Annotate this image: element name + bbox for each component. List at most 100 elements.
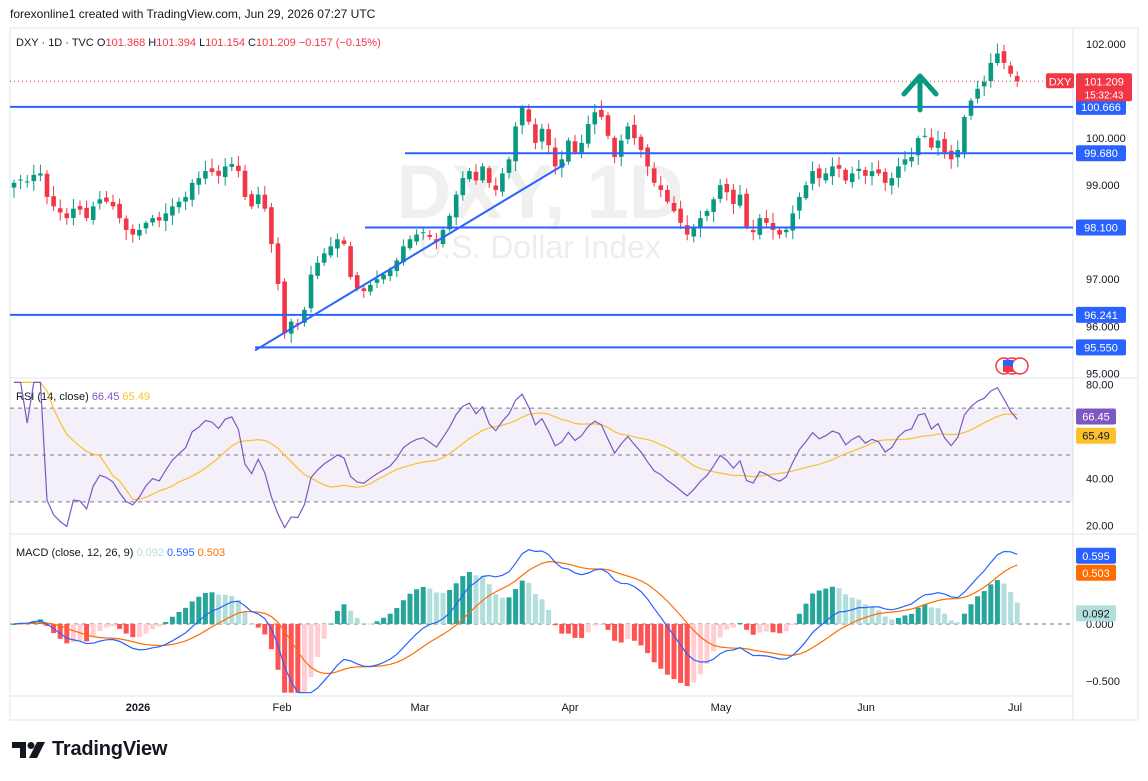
macd-histogram-bar [156,623,162,627]
us-flag-icon [1003,366,1013,372]
candle-body [638,136,644,150]
candle-body [341,240,347,244]
economic-event-icon[interactable] [1011,357,1029,375]
rsi-line [14,381,1018,529]
candle-body [1008,65,1013,74]
macd-histogram-bar [836,588,842,624]
candle-body [863,170,868,176]
candle-body [387,269,393,277]
us-flag-icon [1003,360,1013,366]
candle-body [849,173,855,183]
macd-histogram-bar [249,623,255,625]
candle-body [249,194,254,207]
candle-body [658,185,664,190]
candle-body [110,201,116,207]
candle-body [645,147,650,167]
macd-histogram-bar [994,580,1000,624]
macd-histogram-bar [961,613,967,624]
candle-body [183,196,188,202]
macd-histogram-bar [1014,602,1020,624]
macd-histogram-bar [301,623,307,693]
candle-body [988,62,994,82]
macd-histogram-bar [255,623,261,628]
price-tick-label: 95.000 [1086,368,1120,380]
macd-histogram-bar [407,593,413,624]
macd-legend: MACD (close, 12, 26, 9) 0.092 0.595 0.50… [16,547,225,559]
macd-histogram-bar [189,601,195,624]
candle-body [612,137,617,157]
candle-body [163,213,169,221]
candle-body [691,227,697,237]
candle-body [935,140,941,148]
rsi-value-label: 66.45 [1082,411,1110,423]
candle-body [968,100,974,116]
candle-body [170,206,175,216]
macd-histogram-bar [196,596,202,624]
time-tick-label: 2026 [126,702,150,714]
tradingview-wordmark: TradingView [52,738,168,760]
candle-body [24,181,30,183]
candle-body [64,213,70,219]
candle-body [123,218,129,230]
macd-histogram-bar [37,619,43,624]
candle-body [770,223,776,230]
macd-histogram-bar [216,594,222,624]
time-tick-label: Jul [1008,702,1022,714]
macd-histogram-bar [579,623,585,638]
uptrend-line[interactable] [254,163,566,352]
candle-body [381,274,386,280]
candle-body [18,179,23,181]
candle-body [506,159,512,173]
candle-body [651,168,657,183]
candle-body [236,165,241,172]
candle-body [790,213,796,231]
candle-body [38,173,43,176]
candle-body [11,182,17,188]
macd-histogram-bar [321,623,327,639]
candle-body [929,137,934,148]
macd-histogram-bar [282,623,288,693]
price-tick-label: 96.000 [1086,321,1120,333]
rsi-ma-tag [1076,427,1116,444]
candle-body [368,284,373,292]
candle-body [526,109,532,122]
chart-frame [9,27,1139,721]
candle-body [922,135,928,137]
macd-histogram-bar [57,623,63,639]
candle-body [150,218,155,223]
macd-histogram-bar [572,623,578,638]
candle-body [90,206,96,220]
macd-histogram-bar [935,608,941,624]
tradingview-logo[interactable]: TradingView [12,738,167,761]
macd-histogram-bar [1001,583,1007,624]
time-tick-label: Feb [273,702,292,714]
macd-histogram-bar [691,623,697,683]
macd-histogram-bar [394,608,400,624]
level-price-label: 100.666 [1081,102,1121,114]
level-price-tag [1076,98,1126,115]
candle-body [57,208,63,213]
price-tick-label: 100.000 [1086,133,1126,145]
macd-histogram-bar [117,623,123,629]
candle-body [830,166,835,177]
macd-histogram-bar [823,588,829,624]
macd-histogram-bar [539,599,545,624]
rsi-legend: RSI (14, close) 66.45 65.49 [16,391,150,403]
candle-body [143,222,149,229]
level-price-label: 98.100 [1084,223,1118,235]
macd-histogram-bar [849,597,855,624]
candle-body [31,174,37,182]
candle-body [262,194,268,209]
rsi-ma-label: 65.49 [1082,431,1110,443]
macd-histogram-bar [955,622,961,624]
candle-body [559,159,565,168]
up-arrow-icon[interactable] [901,73,939,113]
time-tick-label: May [711,702,732,714]
macd-histogram-bar [97,623,103,632]
candle-body [447,215,452,230]
candle-body [566,140,571,162]
macd-histogram-bar [988,584,994,624]
candle-body [427,234,433,237]
candle-body [354,275,360,289]
